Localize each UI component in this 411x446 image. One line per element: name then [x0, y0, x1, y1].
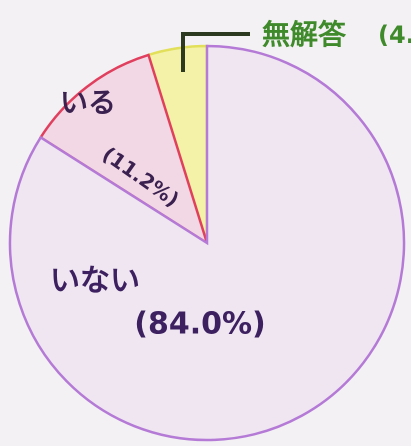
- slice-label: いる: [60, 86, 116, 119]
- pie-slice: [38, 53, 210, 246]
- slice-label: いない: [50, 264, 140, 299]
- leader-line: [181, 32, 250, 72]
- pie-slice: [8, 44, 406, 442]
- slice-value-label: (84.0%): [134, 307, 266, 342]
- slice-label: 無解答: [262, 18, 347, 51]
- slice-value-label: (4.: [378, 21, 411, 49]
- pie: [8, 44, 406, 442]
